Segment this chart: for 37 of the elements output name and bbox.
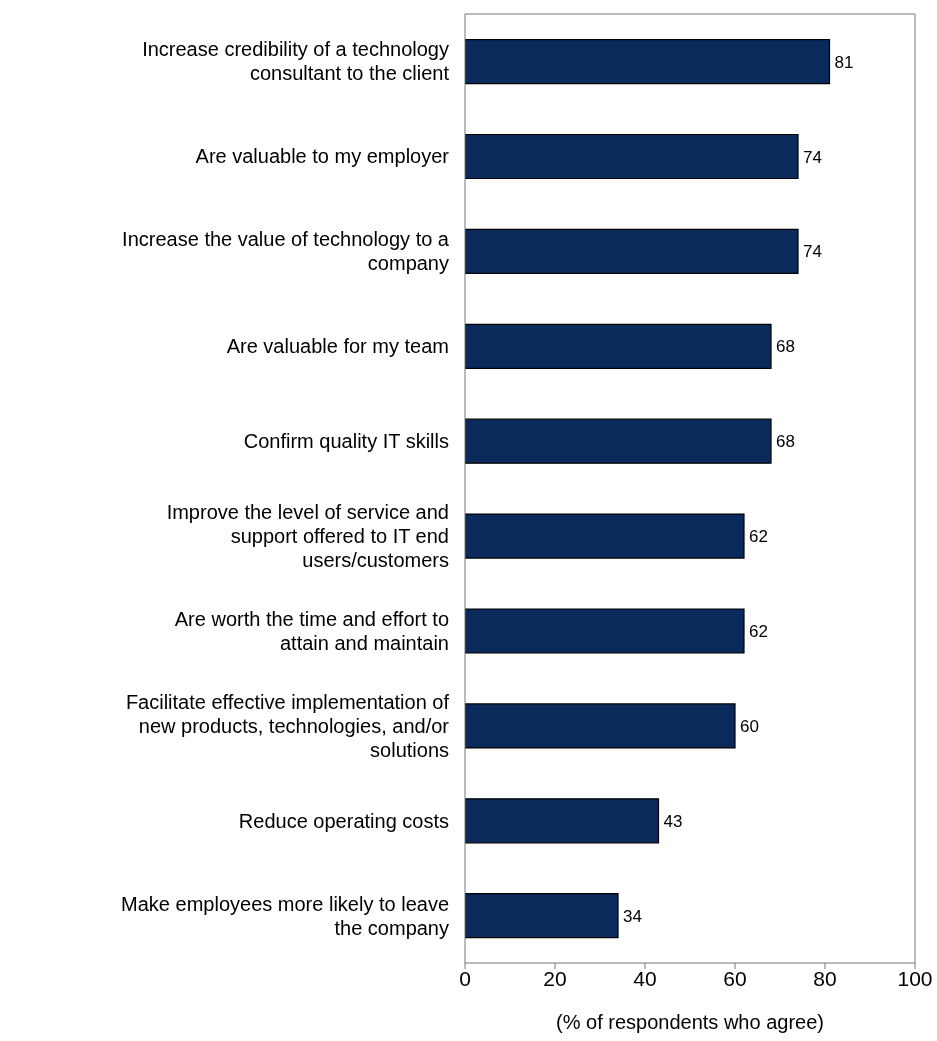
x-tick-label: 0 xyxy=(459,966,471,990)
bar xyxy=(465,323,772,369)
y-tick-label: Are valuable to my employer xyxy=(195,145,450,168)
x-tick-label: 40 xyxy=(633,966,657,990)
y-tick-label: Increase the value of technology to a company xyxy=(122,228,450,275)
y-tick-label: Are worth the time and effort to attain and maintain xyxy=(174,607,449,654)
data-label: 62 xyxy=(749,527,768,547)
bar xyxy=(465,893,619,939)
bar xyxy=(465,703,736,749)
data-label: 74 xyxy=(803,147,822,167)
y-tick-label: Improve the level of service and support offered to IT end users/customers xyxy=(166,500,449,571)
x-tick-label: 20 xyxy=(543,966,567,990)
y-tick-label: Are valuable for my team xyxy=(226,335,449,358)
x-axis-title: (% of respondents who agree) xyxy=(556,1011,824,1033)
bar xyxy=(465,608,745,654)
data-label: 43 xyxy=(663,811,683,831)
data-label: 68 xyxy=(776,337,795,357)
bar xyxy=(465,39,831,85)
y-tick-label: Increase credibility of a technology consultant to the client xyxy=(142,38,450,85)
data-label: 74 xyxy=(803,242,822,262)
data-label: 81 xyxy=(834,52,854,72)
y-tick-label: Make employees more likely to leave the company xyxy=(121,892,449,939)
data-label: 60 xyxy=(740,716,759,736)
bar xyxy=(465,418,772,464)
data-label: 62 xyxy=(749,622,768,642)
bar xyxy=(465,513,745,559)
bar xyxy=(465,228,799,275)
bar xyxy=(465,133,799,180)
x-tick-label: 80 xyxy=(813,966,837,990)
data-label: 34 xyxy=(623,906,642,926)
y-tick-label: Facilitate effective implementation of new products, technologies, and/or solutions xyxy=(125,690,450,761)
x-tick-label: 100 xyxy=(897,966,933,990)
data-label: 68 xyxy=(776,432,795,452)
bar xyxy=(465,798,660,844)
y-tick-label: Confirm quality IT skills xyxy=(243,430,449,453)
y-tick-label: Reduce operating costs xyxy=(238,809,449,832)
x-tick-label: 60 xyxy=(723,966,747,990)
